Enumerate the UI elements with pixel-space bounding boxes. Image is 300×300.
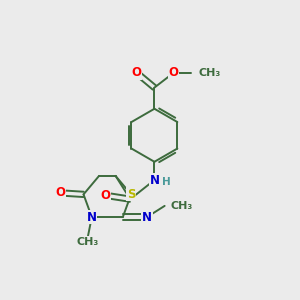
Text: O: O bbox=[169, 66, 178, 80]
Text: O: O bbox=[101, 189, 111, 202]
Text: O: O bbox=[56, 186, 66, 200]
Text: N: N bbox=[142, 211, 152, 224]
Text: CH₃: CH₃ bbox=[76, 236, 98, 247]
Text: H: H bbox=[162, 176, 171, 187]
Text: S: S bbox=[127, 188, 135, 201]
Text: CH₃: CH₃ bbox=[199, 68, 221, 78]
Text: CH₃: CH₃ bbox=[170, 201, 193, 211]
Text: O: O bbox=[132, 66, 142, 80]
Text: N: N bbox=[149, 173, 159, 187]
Text: N: N bbox=[87, 211, 97, 224]
